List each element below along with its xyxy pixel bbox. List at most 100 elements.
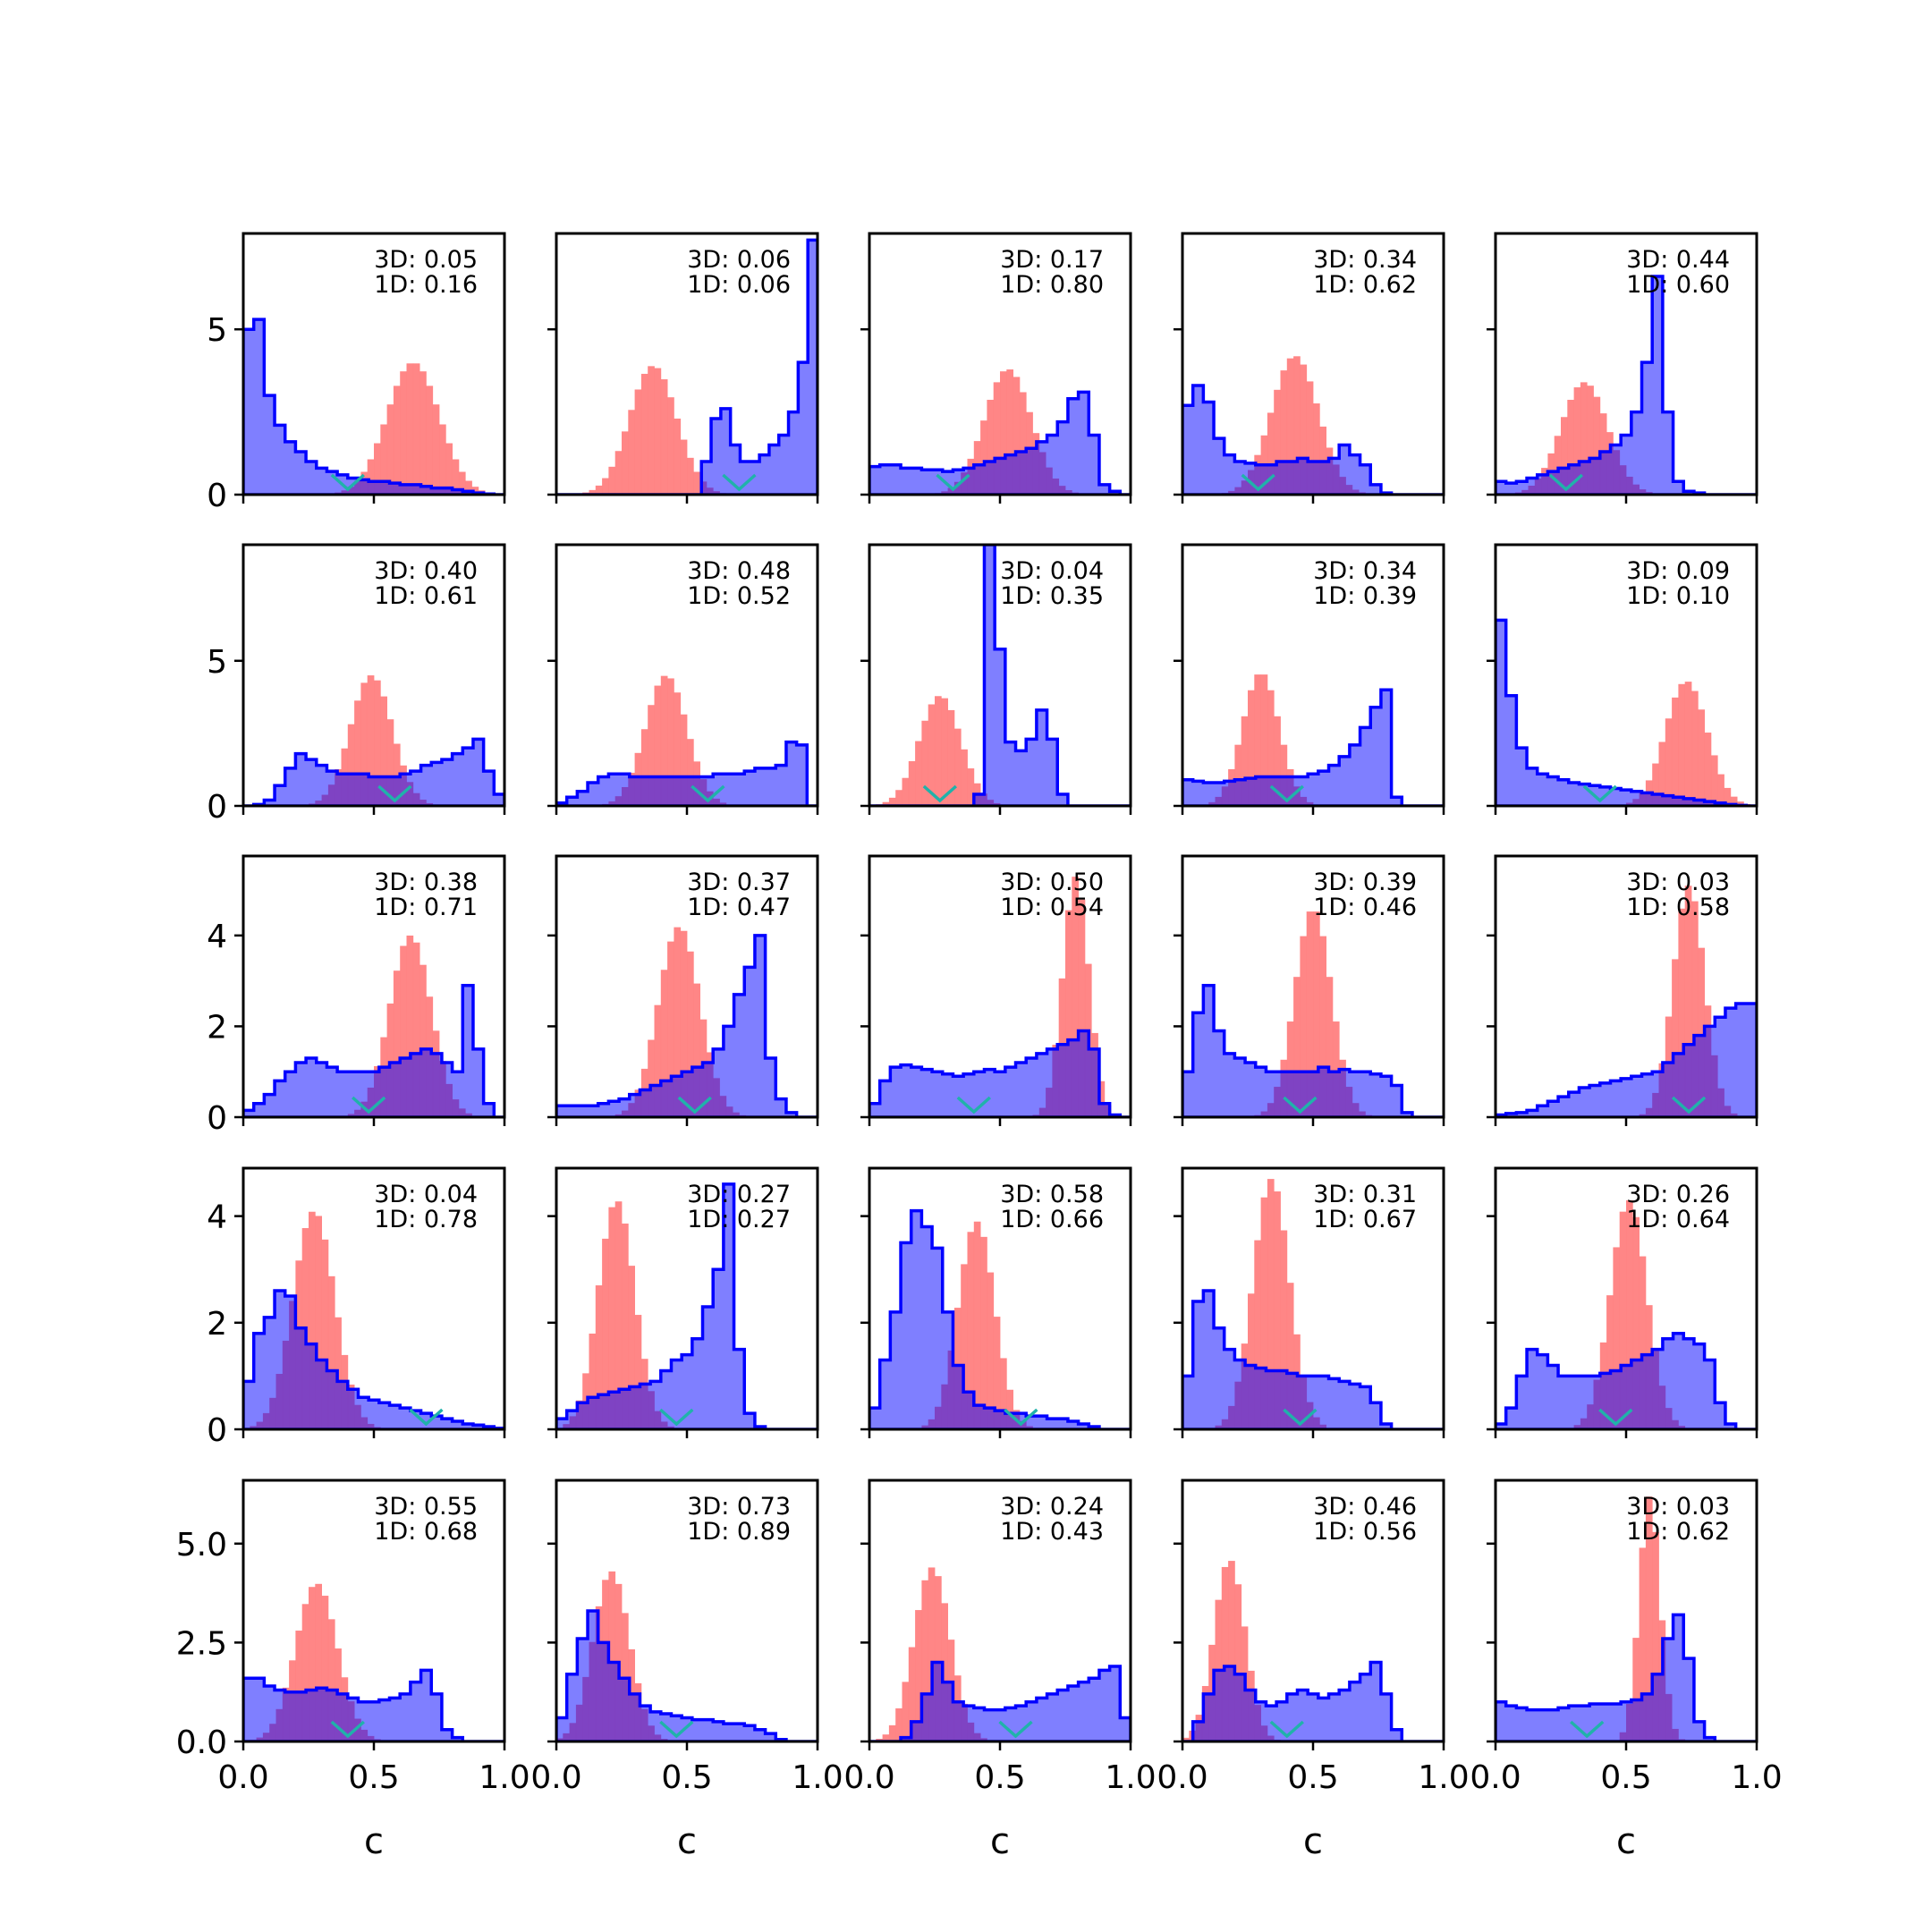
red-hist-bar [967, 768, 975, 806]
y-tick-label: 0 [207, 1100, 227, 1137]
y-tick-label: 0 [207, 789, 227, 826]
red-hist-bar [400, 945, 407, 1117]
annotation-3d: 3D: 0.48 [687, 557, 791, 585]
x-tick-label: 1.0 [1105, 1759, 1156, 1796]
blue-hist-fill [556, 1611, 818, 1741]
red-hist-bar [1267, 412, 1275, 495]
red-hist-bar [354, 700, 361, 806]
red-hist-bar [941, 698, 948, 806]
x-axis-label: c [364, 1821, 384, 1862]
red-hist-bar [1097, 1080, 1106, 1117]
annotation-3d: 3D: 0.50 [1000, 869, 1104, 896]
blue-hist-fill [869, 545, 1131, 806]
red-hist-bar [680, 930, 688, 1117]
red-hist-bar [1665, 718, 1673, 806]
red-hist-bar [973, 1221, 981, 1429]
red-hist-bar [947, 709, 955, 806]
red-hist-bar [648, 1039, 655, 1117]
annotation-1d: 1D: 0.06 [687, 271, 791, 299]
annotation-1d: 1D: 0.54 [1000, 894, 1104, 921]
red-hist-bar [327, 1619, 335, 1741]
y-tick-label: 2.5 [176, 1625, 227, 1662]
red-hist-bar [640, 373, 648, 495]
red-hist-bar [1019, 392, 1027, 495]
red-hist-bar [432, 404, 440, 495]
red-hist-bar [1326, 977, 1334, 1117]
red-hist-bar [902, 1682, 910, 1741]
red-hist-bar [1306, 911, 1314, 1117]
plot-area [1496, 275, 1757, 495]
red-hist-bar [1006, 369, 1013, 495]
red-hist-bar [882, 801, 890, 806]
blue-hist-outline [556, 740, 818, 806]
blue-hist-outline [1182, 983, 1444, 1117]
red-hist-bar [1254, 674, 1261, 806]
red-hist-bar [628, 1266, 635, 1429]
red-hist-bar [301, 1604, 309, 1741]
annotation-1d: 1D: 0.89 [687, 1518, 791, 1546]
red-hist-bar [589, 489, 597, 495]
red-hist-bar [928, 704, 936, 806]
blue-hist-outline [1496, 1002, 1757, 1117]
blue-hist-fill [1182, 690, 1444, 806]
blue-hist-outline [556, 238, 818, 495]
red-hist-bar [1300, 936, 1308, 1117]
red-hist-bar [1645, 1496, 1653, 1741]
blue-hist-fill [556, 1183, 818, 1429]
annotation-1d: 1D: 0.35 [1000, 582, 1104, 610]
red-hist-bar [360, 682, 369, 806]
red-hist-bar [445, 443, 453, 495]
annotation-1d: 1D: 0.39 [1313, 582, 1417, 610]
annotation-1d: 1D: 0.46 [1313, 894, 1417, 921]
red-hist-bar [1078, 899, 1086, 1117]
marker-v [1548, 473, 1584, 492]
red-hist-bar [1704, 733, 1712, 806]
red-hist-bar [1293, 356, 1301, 495]
plot-area [869, 369, 1131, 495]
red-hist-bar [1293, 977, 1301, 1117]
blue-hist-outline [869, 390, 1131, 495]
red-hist-bar [654, 1004, 662, 1117]
red-hist-bar [935, 696, 942, 806]
red-hist-bar [888, 1724, 896, 1741]
red-hist-bar [439, 424, 446, 495]
red-hist-bar [327, 1275, 335, 1429]
red-hist-bar [1280, 370, 1288, 495]
plot-area [556, 675, 818, 806]
red-hist-bar [1286, 1283, 1294, 1429]
x-tick-label: 1.0 [1731, 1759, 1782, 1796]
red-hist-bar [608, 466, 616, 495]
red-hist-bar [895, 790, 902, 806]
red-hist-bar [634, 389, 642, 495]
red-hist-bar [660, 970, 668, 1117]
y-tick-label: 0 [207, 478, 227, 514]
red-hist-bar [1684, 886, 1692, 1117]
annotation-3d: 3D: 0.34 [1313, 557, 1417, 585]
marker-v [936, 473, 970, 492]
red-hist-bar [347, 724, 355, 806]
y-tick-label: 4 [207, 919, 227, 955]
red-hist-bar [315, 1583, 322, 1741]
annotation-3d: 3D: 0.39 [1313, 869, 1417, 896]
annotation-3d: 3D: 0.24 [1000, 1493, 1104, 1521]
annotation-3d: 3D: 0.58 [1000, 1181, 1104, 1208]
red-hist-bar [1593, 396, 1601, 495]
red-hist-bar [1554, 436, 1562, 495]
red-hist-bar [1228, 1561, 1235, 1741]
red-hist-bar [1678, 683, 1686, 806]
blue-hist-fill [869, 1030, 1131, 1117]
red-hist-bar [1606, 1295, 1614, 1429]
red-hist-bar [687, 739, 694, 806]
blue-hist-fill [243, 1291, 504, 1429]
red-hist-bar [602, 478, 609, 495]
marker-v [1283, 1096, 1318, 1114]
red-hist-bar [309, 1587, 316, 1741]
blue-hist-fill [1496, 620, 1757, 806]
red-hist-bar [980, 1236, 987, 1429]
red-hist-bar [1234, 744, 1242, 806]
red-hist-bar [1652, 1531, 1659, 1741]
red-hist-bar [608, 1207, 616, 1429]
